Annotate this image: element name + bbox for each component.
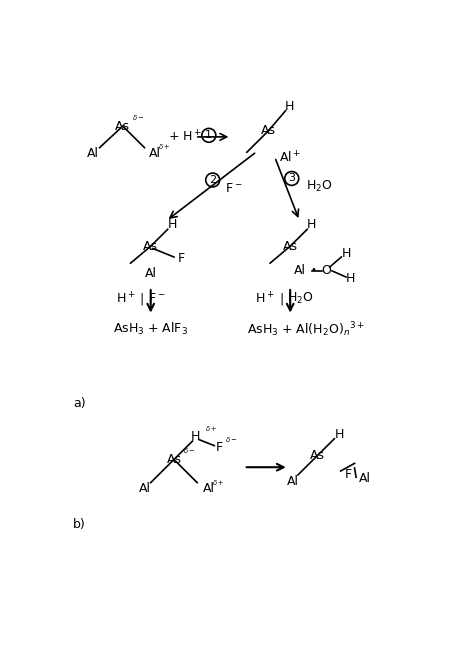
Text: Al: Al [138,483,151,495]
Text: F$^-$: F$^-$ [225,182,243,195]
Text: As: As [166,453,182,466]
Text: O: O [321,264,331,278]
Text: H$^+$: H$^+$ [255,291,275,306]
Text: $^{\delta+}$: $^{\delta+}$ [212,480,224,490]
Text: Al: Al [149,146,161,159]
Text: a): a) [73,397,86,410]
Text: |: | [140,292,144,305]
Text: H$_2$O: H$_2$O [287,291,314,306]
Text: $^{\delta-}$: $^{\delta-}$ [225,437,237,447]
Text: $^{\delta+}$: $^{\delta+}$ [158,144,171,154]
Text: |: | [279,292,283,305]
Text: AsH$_3$ + Al(H$_2$O)$_n$$^{3+}$: AsH$_3$ + Al(H$_2$O)$_n$$^{3+}$ [247,320,365,339]
Text: H: H [346,272,356,285]
Text: As: As [283,240,298,253]
Text: b): b) [73,518,86,532]
Text: Al: Al [202,483,215,495]
Text: Al: Al [359,472,371,485]
Text: Al$^+$: Al$^+$ [279,151,301,166]
Text: Al: Al [145,268,157,280]
Text: $^{\delta-}$: $^{\delta-}$ [132,115,145,125]
Text: 2: 2 [209,175,216,185]
Text: F: F [215,441,222,454]
Text: H: H [341,247,351,260]
Text: H: H [307,218,317,231]
Text: H: H [191,430,201,443]
Text: H: H [334,428,344,441]
Text: $^{\delta+}$: $^{\delta+}$ [205,426,218,436]
Text: H: H [168,218,177,231]
Text: $^{\delta-}$: $^{\delta-}$ [183,449,196,458]
Text: H: H [285,99,294,112]
Text: F: F [345,468,352,481]
Text: F$^-$: F$^-$ [147,292,165,305]
Text: As: As [143,240,158,253]
Text: F: F [178,252,185,265]
Text: H$^+$: H$^+$ [116,291,135,306]
Text: AsH$_3$ + AlF$_3$: AsH$_3$ + AlF$_3$ [113,321,188,338]
Text: Al: Al [286,475,299,488]
Text: H$_2$O: H$_2$O [306,179,332,194]
Text: Al: Al [294,264,306,278]
Text: 3: 3 [288,174,295,183]
Text: As: As [115,119,130,133]
Text: 1: 1 [205,131,212,140]
Text: As: As [261,124,276,137]
Text: + H$^+$: + H$^+$ [168,129,202,144]
Text: As: As [310,449,325,462]
Text: •: • [310,265,316,275]
Text: Al: Al [87,146,100,159]
